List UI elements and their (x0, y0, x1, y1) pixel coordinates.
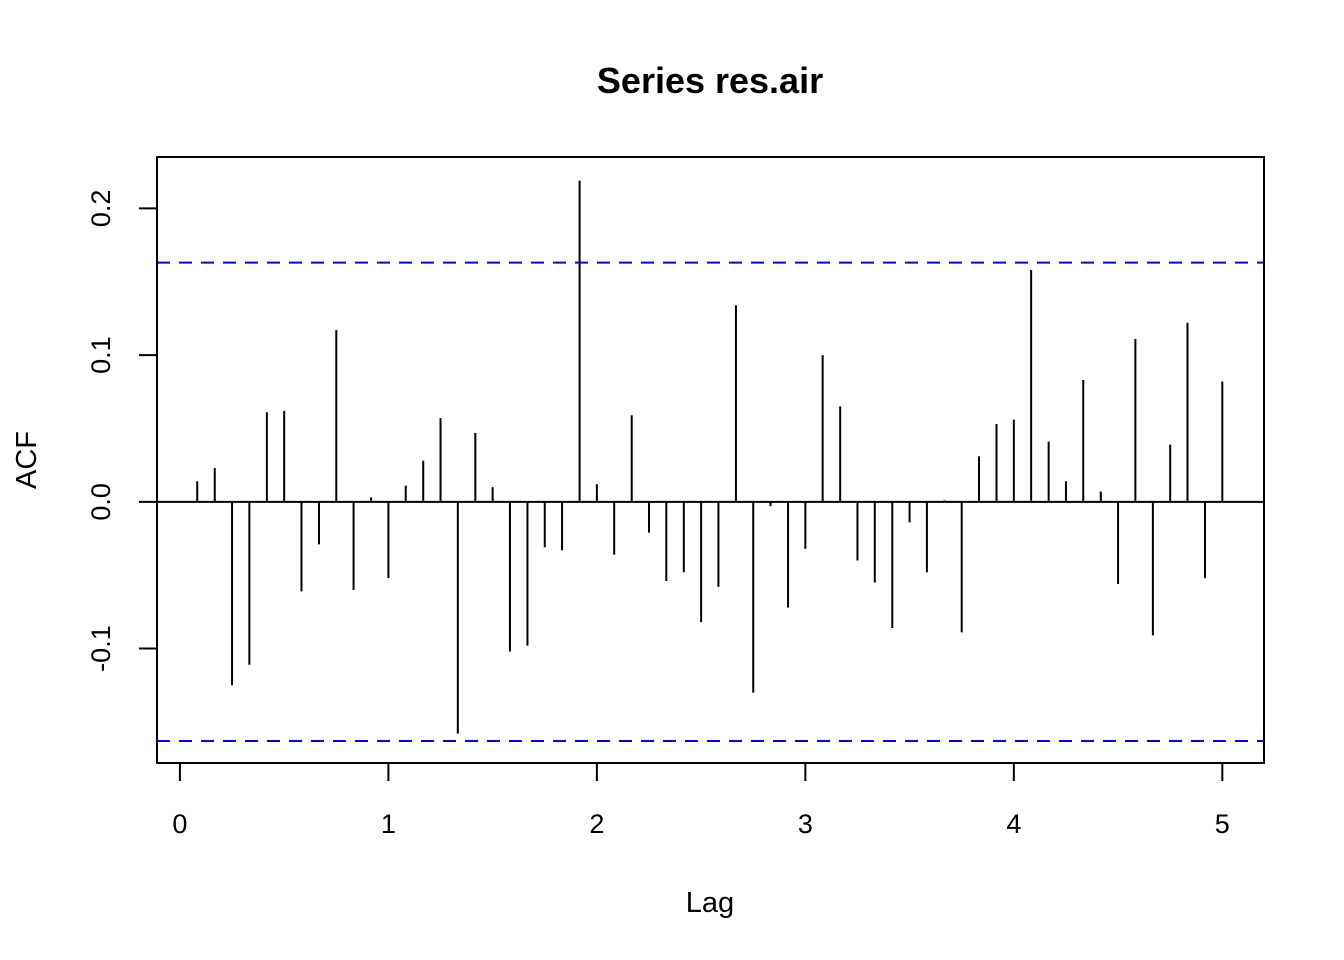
y-tick-label: -0.1 (86, 625, 116, 672)
x-axis-label: Lag (686, 887, 734, 919)
y-tick-label: 0.0 (86, 483, 116, 521)
x-tick-label: 2 (589, 809, 604, 839)
y-axis: -0.1 0.0 0.1 0.2 (86, 190, 158, 672)
x-tick-label: 1 (381, 809, 396, 839)
acf-bars (196, 180, 1224, 734)
y-tick-label: 0.2 (86, 190, 116, 228)
confidence-bounds (157, 261, 1264, 742)
x-tick-label: 0 (172, 809, 187, 839)
chart-title: Series res.air (597, 60, 823, 101)
y-tick-label: 0.1 (86, 336, 116, 374)
plot-frame (156, 156, 1265, 764)
x-tick-label: 5 (1215, 809, 1230, 839)
x-tick-label: 4 (1006, 809, 1021, 839)
y-axis-label: ACF (11, 431, 43, 489)
x-tick-label: 3 (798, 809, 813, 839)
x-axis: 0 1 2 3 4 5 (172, 762, 1230, 839)
